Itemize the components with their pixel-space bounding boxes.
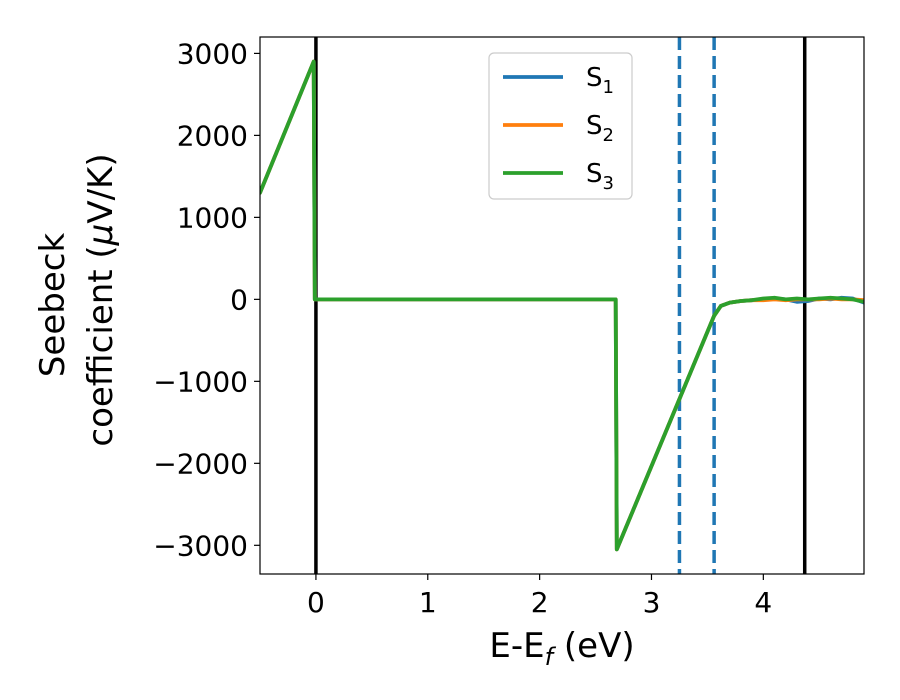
reference-lines: [314, 37, 807, 574]
y-axis-ticks: −3000 −2000 −1000 0 1000 2000 3000: [153, 37, 260, 562]
y-axis-title: Seebeck coefficient (μV/K): [33, 153, 121, 446]
y-axis-title-line1: Seebeck: [33, 233, 73, 378]
y-tick-label: 1000: [177, 201, 248, 234]
x-axis-ticks: 0 1 2 3 4: [307, 574, 772, 619]
y-tick-label: 3000: [177, 37, 248, 70]
plot-frame: [259, 36, 865, 575]
legend: S1 S2 S3: [488, 52, 633, 200]
y-tick-label: −3000: [153, 529, 248, 562]
x-axis-title: E-Ef (eV): [489, 626, 634, 671]
y-tick-label: −1000: [153, 365, 248, 398]
x-tick-label: 2: [531, 586, 549, 619]
legend-label-3: S3: [586, 159, 614, 194]
legend-label-2: S2: [586, 111, 614, 146]
series-line-3: [260, 59, 864, 552]
y-tick-label: 2000: [177, 119, 248, 152]
y-tick-label: −2000: [153, 447, 248, 480]
x-tick-label: 1: [419, 586, 437, 619]
y-tick-label: 0: [230, 283, 248, 316]
data-series: [260, 59, 864, 552]
x-tick-label: 4: [754, 586, 772, 619]
x-tick-label: 3: [643, 586, 661, 619]
legend-label-1: S1: [586, 63, 614, 98]
x-tick-label: 0: [307, 586, 325, 619]
y-axis-title-line2: coefficient (μV/K): [81, 153, 121, 446]
